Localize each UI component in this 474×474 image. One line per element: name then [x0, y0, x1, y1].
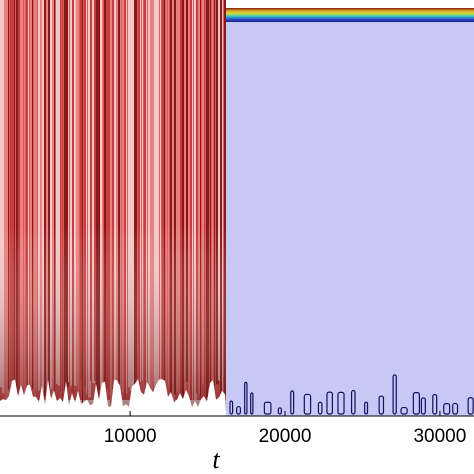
laminar-region	[226, 8, 474, 416]
puff	[350, 389, 356, 415]
puff	[412, 392, 420, 415]
shading	[0, 0, 226, 410]
puff	[337, 391, 345, 415]
puff	[290, 390, 295, 415]
puff	[229, 400, 234, 415]
puff	[452, 402, 459, 415]
puff	[432, 393, 438, 415]
puff	[317, 401, 323, 415]
x-axis-label: t	[212, 445, 220, 474]
puff	[443, 402, 451, 415]
lower-edge	[0, 378, 226, 416]
puff	[400, 406, 408, 415]
puffs	[229, 374, 474, 415]
x-tick-label: 10000	[104, 426, 157, 447]
x-tick-label: 20000	[259, 426, 312, 447]
puff	[250, 392, 254, 415]
edge	[0, 378, 226, 416]
puff	[392, 374, 397, 415]
puff	[277, 407, 282, 415]
x-tick-label: 30000	[413, 426, 466, 447]
puff	[364, 401, 369, 415]
puff	[378, 395, 385, 415]
puff	[420, 397, 426, 415]
puff	[244, 381, 248, 415]
puff	[303, 393, 312, 415]
puff	[236, 405, 241, 415]
top-band	[226, 8, 474, 22]
puff	[326, 391, 333, 415]
puff	[467, 397, 474, 415]
puff	[263, 401, 272, 415]
